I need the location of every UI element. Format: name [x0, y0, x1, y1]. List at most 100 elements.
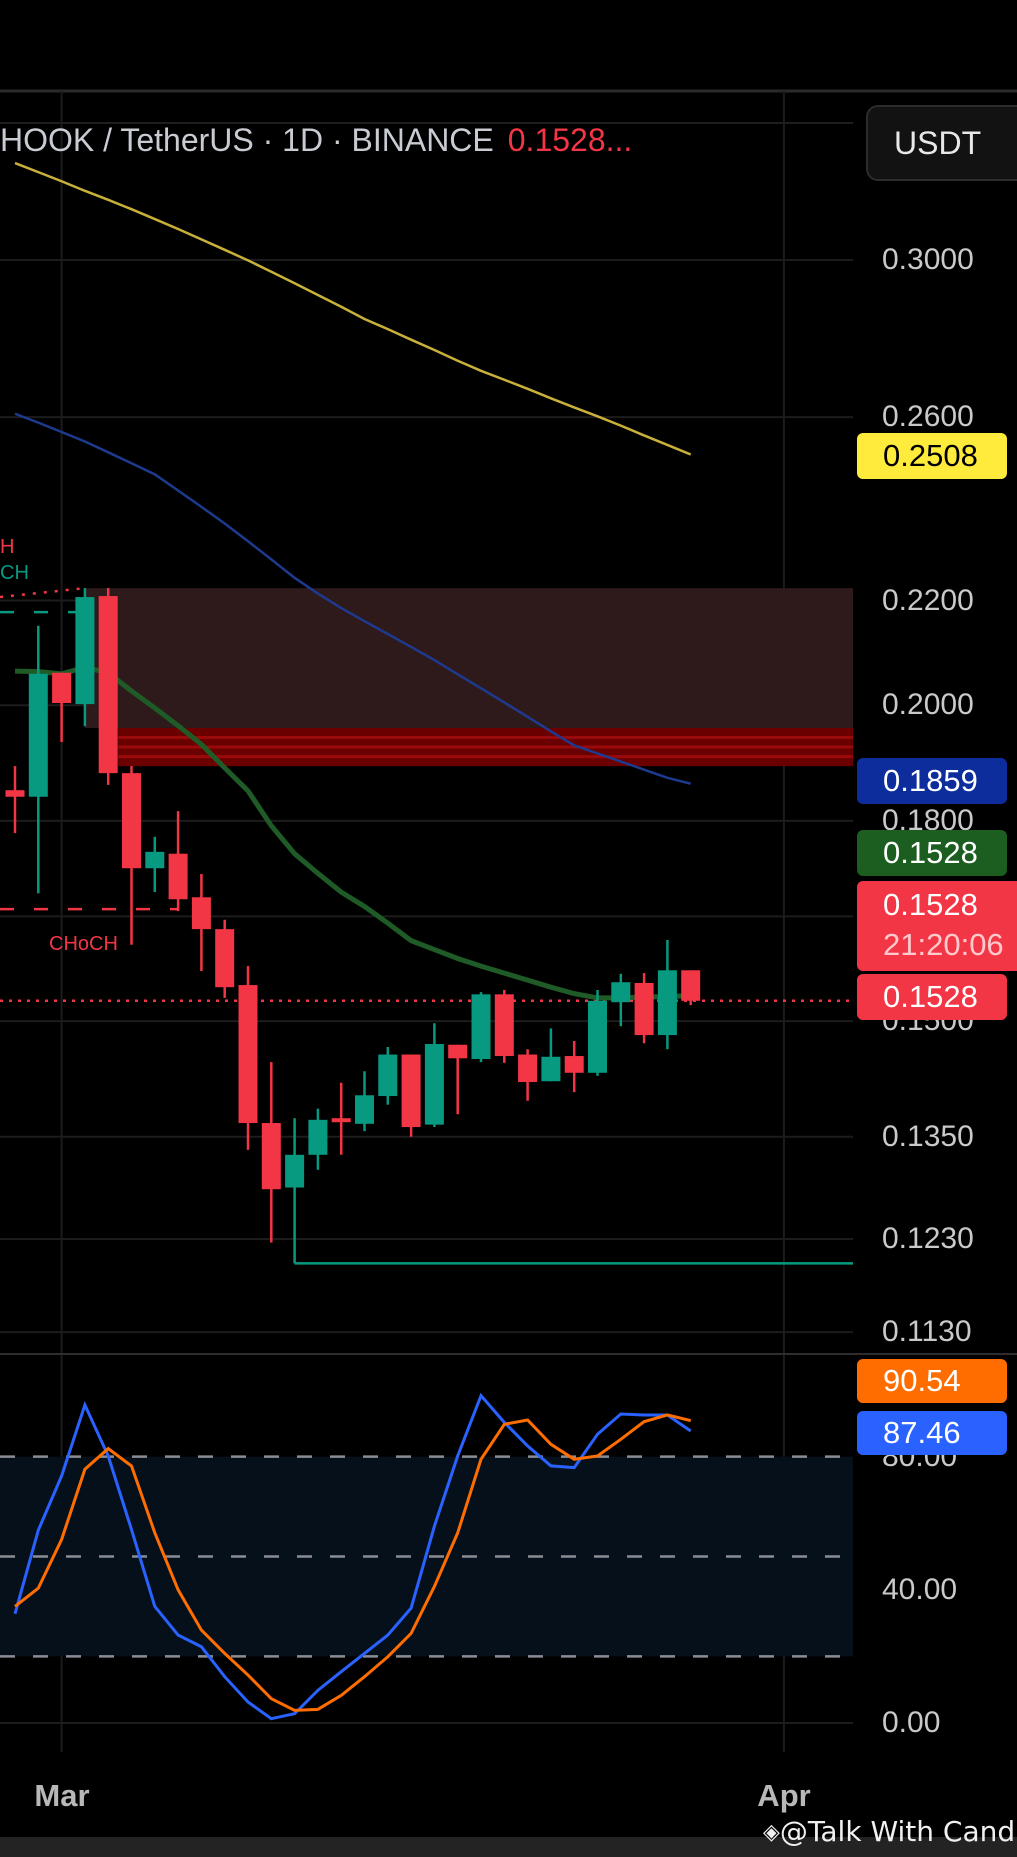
candle-body [122, 773, 141, 869]
bar-countdown: 21:20:06 [883, 927, 1004, 962]
candle-body [52, 672, 72, 704]
stochastic-oscillator [0, 1392, 853, 1721]
moving-average-line [14, 412, 692, 785]
candle-body [634, 982, 654, 1036]
candle [518, 1049, 538, 1101]
candle [215, 919, 235, 998]
candle [261, 1062, 281, 1243]
oscillator-axis-label: 40.00 [882, 1572, 958, 1606]
candle-body [261, 1123, 281, 1190]
candle-body [518, 1054, 538, 1083]
candle [611, 973, 631, 1027]
candle [308, 1108, 328, 1170]
ma-green-price-badge: 0.1528 [857, 830, 1007, 876]
structure-label-ch: CH [0, 562, 29, 584]
candle-body [28, 673, 48, 797]
candle-body [564, 1056, 584, 1073]
zones [84, 588, 853, 767]
candle [424, 1023, 444, 1128]
price-line-badge: 0.1528 [857, 974, 1007, 1020]
candle-body [588, 1000, 607, 1073]
candle-body [681, 970, 701, 1001]
candle-body [355, 1095, 374, 1124]
choch-label: CHoCH [49, 933, 118, 955]
time-label-apr: Apr [757, 1778, 811, 1813]
candle [191, 874, 211, 971]
candle [471, 992, 491, 1063]
time-label-mar: Mar [34, 1778, 90, 1813]
candle-body [378, 1054, 398, 1097]
supply-zone [84, 588, 853, 728]
price-axis-label: 0.1350 [882, 1119, 974, 1153]
candle [145, 836, 165, 893]
candle [634, 973, 654, 1044]
candle [98, 588, 118, 785]
price-axis-label: 0.2600 [882, 400, 974, 434]
moving-averages [14, 161, 692, 1001]
price-axis-label: 0.1130 [882, 1315, 972, 1349]
moving-average-line [14, 161, 692, 456]
candle-body [145, 851, 165, 869]
candle-body [75, 597, 95, 705]
candle-body [494, 994, 514, 1057]
candle-body [331, 1118, 351, 1123]
swing-high-dotted-line [0, 586, 86, 599]
candle [355, 1071, 374, 1132]
candle [28, 625, 48, 894]
candle [541, 1028, 561, 1082]
candle [5, 766, 25, 834]
candle-body [308, 1119, 328, 1155]
candle-body [168, 853, 188, 900]
stoch-k-badge: 87.46 [857, 1411, 1007, 1455]
candle [168, 811, 188, 912]
candle-body [611, 982, 631, 1003]
candle-body [424, 1044, 444, 1125]
structure-levels [0, 586, 853, 1265]
candle [588, 990, 607, 1076]
last-price-value: 0.1528 [883, 887, 978, 922]
candle [285, 1118, 305, 1264]
candle-body [238, 985, 258, 1124]
candle-body [401, 1054, 421, 1128]
stoch-d-line [14, 1413, 692, 1712]
price-axis-label: 0.2000 [882, 688, 974, 722]
candle-body [471, 994, 491, 1060]
ma-yellow-price-badge: 0.2508 [857, 433, 1007, 479]
candle [331, 1082, 351, 1155]
candle [75, 588, 95, 727]
candle-body [285, 1154, 305, 1188]
bottom-bar [0, 1837, 1017, 1857]
last-price-badge: 0.1528 21:20:06 [857, 881, 1017, 971]
candle [401, 1054, 421, 1137]
stoch-d-badge: 90.54 [857, 1359, 1007, 1403]
candles [5, 588, 701, 1264]
price-axis-label: 0.2200 [882, 583, 974, 617]
candle-body [541, 1056, 561, 1082]
candle-body [98, 596, 118, 774]
candle [122, 766, 141, 945]
candle [52, 672, 72, 743]
moving-average-line [14, 664, 691, 1001]
candle-body [191, 897, 211, 930]
symbol-title[interactable]: HOOK / TetherUS · 1D · BINANCE 0.1528... [0, 120, 632, 160]
structure-label-h: H [0, 536, 15, 558]
price-axis-label: 0.1230 [882, 1221, 974, 1255]
candle [448, 1044, 468, 1115]
watermark: ◈@Talk With Candle [763, 1815, 1017, 1850]
candle-body [215, 929, 235, 988]
candle [681, 970, 701, 1006]
ma-blue-price-badge: 0.1859 [857, 758, 1007, 804]
candle [657, 939, 677, 1050]
last-price-text: 0.1528... [507, 122, 633, 158]
currency-button[interactable]: USDT [866, 105, 1017, 181]
symbol-title-text: HOOK / TetherUS · 1D · BINANCE [0, 122, 494, 158]
candle-body [657, 970, 677, 1036]
price-axis-label: 0.3000 [882, 243, 974, 276]
watermark-text: @Talk With Candle [779, 1815, 1017, 1848]
candle [238, 966, 258, 1150]
binance-logo-icon: ◈ [763, 1820, 780, 1845]
candle-body [448, 1044, 468, 1059]
oscillator-axis-label: 0.00 [882, 1706, 941, 1739]
